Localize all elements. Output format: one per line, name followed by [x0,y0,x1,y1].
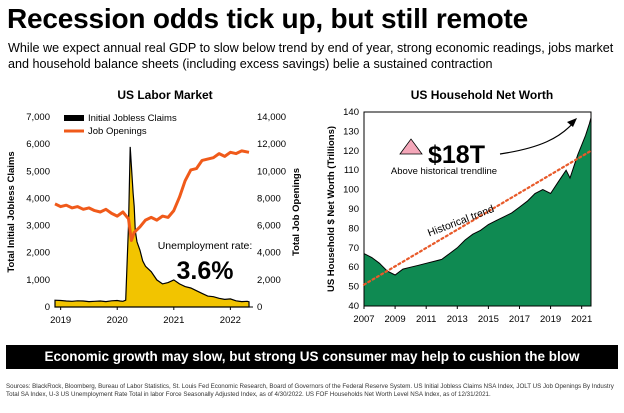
page-subtitle: While we expect annual real GDP to slow … [8,41,614,71]
networth-x-tick-label: 2021 [571,314,592,325]
callout-arrow [499,121,575,155]
networth-gap-caption: Above historical trendline [391,166,497,177]
up-triangle-icon [399,138,423,155]
networth-x-tick-label: 2009 [385,314,406,325]
networth-y-tick-label: 110 [344,165,359,176]
networth-x-tick-label: 2007 [353,314,374,325]
jobless-claims-area [54,146,250,308]
page-title: Recession odds tick up, but still remote [7,3,528,34]
legend-claims-swatch [64,115,84,121]
networth-x-tick-label: 2013 [447,314,468,325]
labor-x-tick-label: 2021 [163,315,184,326]
summary-banner: Economic growth may slow, but strong US … [6,345,618,369]
labor-right-tick-label: 6,000 [257,221,281,232]
labor-x-tick-label: 2020 [107,315,128,326]
labor-left-tick-label: 7,000 [26,112,50,123]
labor-left-tick-label: 6,000 [26,139,50,150]
labor-right-tick-label: 0 [257,302,262,313]
networth-y-axis-label: US Household $ Net Worth (Trillions) [326,126,337,292]
labor-right-tick-label: 10,000 [257,166,286,177]
unemployment-rate-label: Unemployment rate: [158,240,253,252]
networth-y-tick-label: 100 [343,185,359,196]
labor-chart-title: US Labor Market [117,88,213,102]
networth-y-tick-label: 50 [348,282,359,293]
labor-right-tick-label: 12,000 [257,139,286,150]
networth-y-tick-label: 120 [343,146,359,157]
networth-y-tick-label: 140 [343,107,359,118]
historical-trendline [362,149,593,286]
networth-y-tick-label: 60 [348,262,359,273]
networth-x-tick-label: 2017 [509,314,530,325]
labor-right-tick-label: 14,000 [257,112,286,123]
labor-x-tick-label: 2022 [220,315,241,326]
networth-y-tick-label: 130 [343,126,359,137]
labor-left-tick-label: 1,000 [26,275,50,286]
callout-arrow-head-icon [567,118,577,127]
labor-left-tick-label: 3,000 [26,221,50,232]
networth-y-tick-label: 40 [348,301,359,312]
labor-left-tick-label: 2,000 [26,248,50,259]
labor-left-tick-label: 5,000 [26,166,50,177]
job-openings-line [54,149,250,242]
labor-right-tick-label: 2,000 [257,275,281,286]
networth-x-tick-label: 2019 [540,314,561,325]
labor-right-axis-label: Total Job Openings [291,168,302,256]
source-note: Sources: BlackRock, Bloomberg, Bureau of… [6,383,614,398]
networth-y-tick-label: 80 [348,223,359,234]
networth-area [363,117,592,307]
networth-y-tick-label: 70 [348,243,359,254]
networth-y-tick-label: 90 [348,204,359,215]
labor-left-tick-label: 4,000 [26,193,50,204]
legend-claims-label: Initial Jobless Claims [88,113,177,124]
labor-right-tick-label: 8,000 [257,193,281,204]
networth-gap-value: $18T [428,141,485,169]
labor-left-axis-label: Total Initial Jobless Claims [6,151,17,272]
labor-right-tick-label: 4,000 [257,248,281,259]
networth-x-tick-label: 2011 [416,314,436,325]
networth-chart-title: US Household Net Worth [410,88,554,102]
labor-left-tick-label: 0 [45,302,50,313]
networth-x-tick-label: 2015 [478,314,499,325]
legend-openings-label: Job Openings [88,126,147,137]
unemployment-rate-value: 3.6% [177,257,234,285]
labor-x-tick-label: 2019 [50,315,71,326]
